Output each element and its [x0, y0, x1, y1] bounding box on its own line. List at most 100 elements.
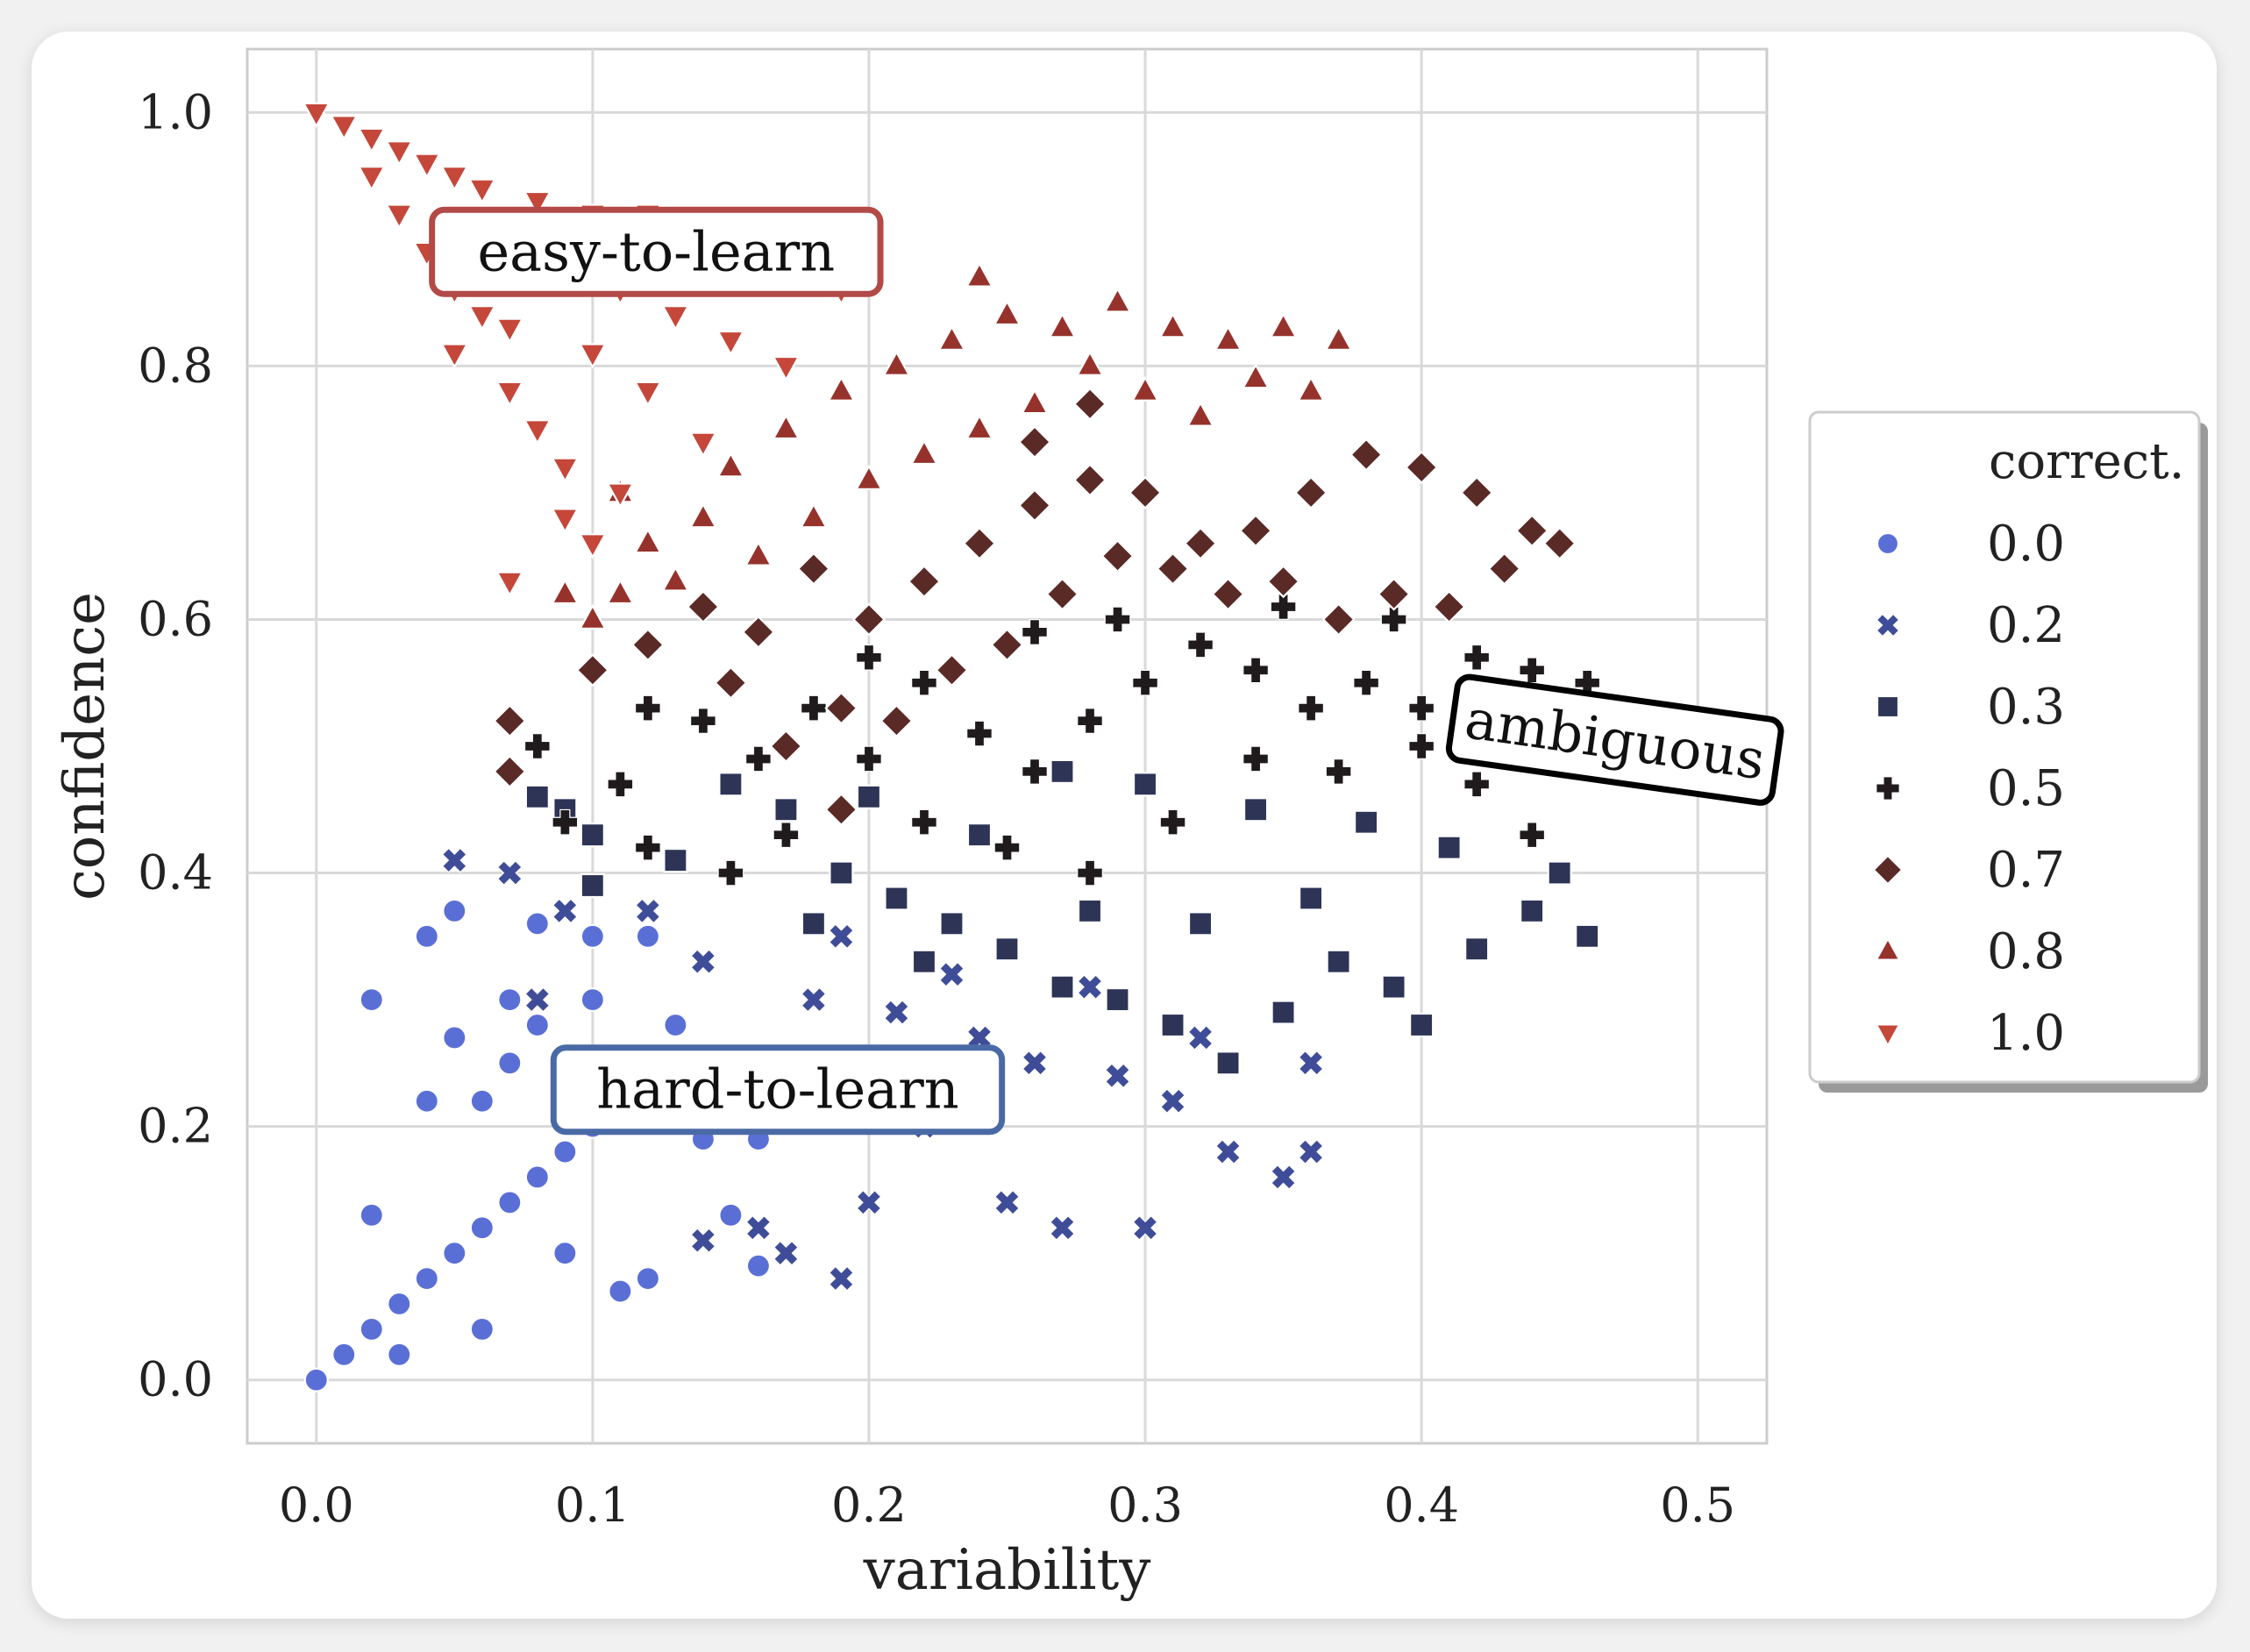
- data-point: [385, 140, 414, 167]
- data-point: [580, 923, 605, 949]
- data-point: [994, 936, 1020, 962]
- data-point: [578, 533, 608, 559]
- data-point: [635, 1265, 660, 1292]
- x-tick-label: 0.0: [279, 1478, 354, 1533]
- data-point: [303, 1367, 329, 1392]
- data-point: [606, 482, 635, 509]
- data-point: [1183, 526, 1218, 560]
- data-point: [962, 526, 997, 560]
- data-point: [1520, 898, 1545, 924]
- x-marker-shape: [496, 860, 523, 887]
- data-point: [524, 784, 550, 809]
- data-point: [1050, 758, 1075, 785]
- data-point: [633, 527, 663, 554]
- data-point: [911, 669, 937, 696]
- data-point: [1077, 859, 1103, 887]
- data-point: [1321, 602, 1356, 637]
- x-marker-shape: [828, 923, 854, 950]
- x-marker-shape: [1022, 1050, 1048, 1076]
- data-point: [1132, 1214, 1158, 1241]
- data-point: [1242, 745, 1269, 773]
- series-0-0: [303, 898, 772, 1392]
- data-point: [552, 898, 578, 924]
- data-point: [633, 381, 663, 408]
- data-point: [690, 708, 716, 734]
- data-point: [1238, 514, 1273, 548]
- data-point: [799, 502, 829, 529]
- data-point: [1354, 809, 1379, 835]
- data-point: [828, 1265, 854, 1292]
- x-marker-shape: [1298, 1050, 1324, 1076]
- data-point: [1156, 552, 1190, 586]
- data-point: [879, 703, 914, 738]
- data-point: [1132, 669, 1158, 696]
- x-marker-shape: [635, 898, 661, 924]
- data-point: [801, 694, 827, 722]
- data-point: [1542, 526, 1577, 560]
- data-point: [714, 666, 748, 700]
- data-point: [578, 603, 608, 630]
- data-point: [551, 508, 580, 534]
- data-point: [634, 694, 661, 722]
- data-point: [302, 102, 331, 129]
- data-point: [495, 317, 524, 344]
- data-point: [1271, 1000, 1296, 1025]
- data-point: [907, 564, 942, 599]
- legend-label: 0.8: [1987, 923, 2065, 980]
- data-point: [1515, 514, 1549, 548]
- data-point: [359, 1316, 384, 1342]
- data-point: [440, 343, 469, 369]
- legend-label: 0.0: [1987, 516, 2065, 573]
- data-point: [829, 860, 854, 886]
- data-point: [939, 961, 965, 987]
- x-marker-shape: [1077, 974, 1103, 1000]
- data-point: [495, 381, 524, 408]
- data-point: [990, 628, 1024, 662]
- data-point: [1017, 424, 1052, 459]
- data-point: [387, 1291, 412, 1317]
- data-point: [716, 452, 745, 478]
- data-point: [1050, 1214, 1075, 1241]
- data-point: [686, 589, 721, 624]
- x-marker-shape: [1298, 1139, 1324, 1165]
- legend: correct. 0.0 0.2 0.3 0.5 0.7 0.8 1.0: [1808, 410, 2208, 1093]
- data-point: [1186, 401, 1215, 427]
- data-point: [661, 566, 690, 592]
- data-point: [1132, 772, 1158, 797]
- data-point: [523, 190, 552, 217]
- data-point: [1045, 577, 1079, 611]
- legend-entry-0-2: 0.2: [1876, 597, 2065, 654]
- data-point: [1298, 886, 1324, 911]
- data-point: [937, 324, 966, 351]
- legend-label: 1.0: [1987, 1005, 2065, 1062]
- series-0-3: [524, 758, 1600, 1076]
- data-point: [606, 578, 635, 605]
- data-point: [741, 615, 776, 650]
- data-point: [442, 898, 467, 924]
- data-point: [1215, 1050, 1241, 1076]
- data-point: [580, 986, 605, 1013]
- x-marker-shape: [1050, 1214, 1075, 1241]
- x-marker-shape: [1215, 1139, 1242, 1164]
- series-0-7: [493, 387, 1577, 827]
- data-point: [966, 720, 993, 747]
- series-0-5: [523, 594, 1601, 887]
- x-marker-shape: [1876, 613, 1900, 637]
- x-marker-shape: [773, 1240, 799, 1266]
- x-marker-shape: [1105, 1063, 1130, 1089]
- data-point: [1519, 822, 1546, 849]
- x-marker-shape: [994, 1189, 1020, 1215]
- data-point: [359, 986, 384, 1013]
- data-point: [994, 1189, 1020, 1215]
- data-point: [939, 911, 965, 936]
- data-point: [1408, 694, 1435, 722]
- legend-marker: [1872, 854, 1904, 886]
- data-point: [851, 602, 886, 637]
- data-point: [1242, 797, 1269, 822]
- data-point: [1325, 758, 1352, 785]
- annotation-hard-to-learn: hard-to-learn: [550, 1044, 1006, 1136]
- data-point: [1349, 438, 1384, 472]
- data-point: [469, 1088, 495, 1114]
- data-point: [1269, 312, 1298, 338]
